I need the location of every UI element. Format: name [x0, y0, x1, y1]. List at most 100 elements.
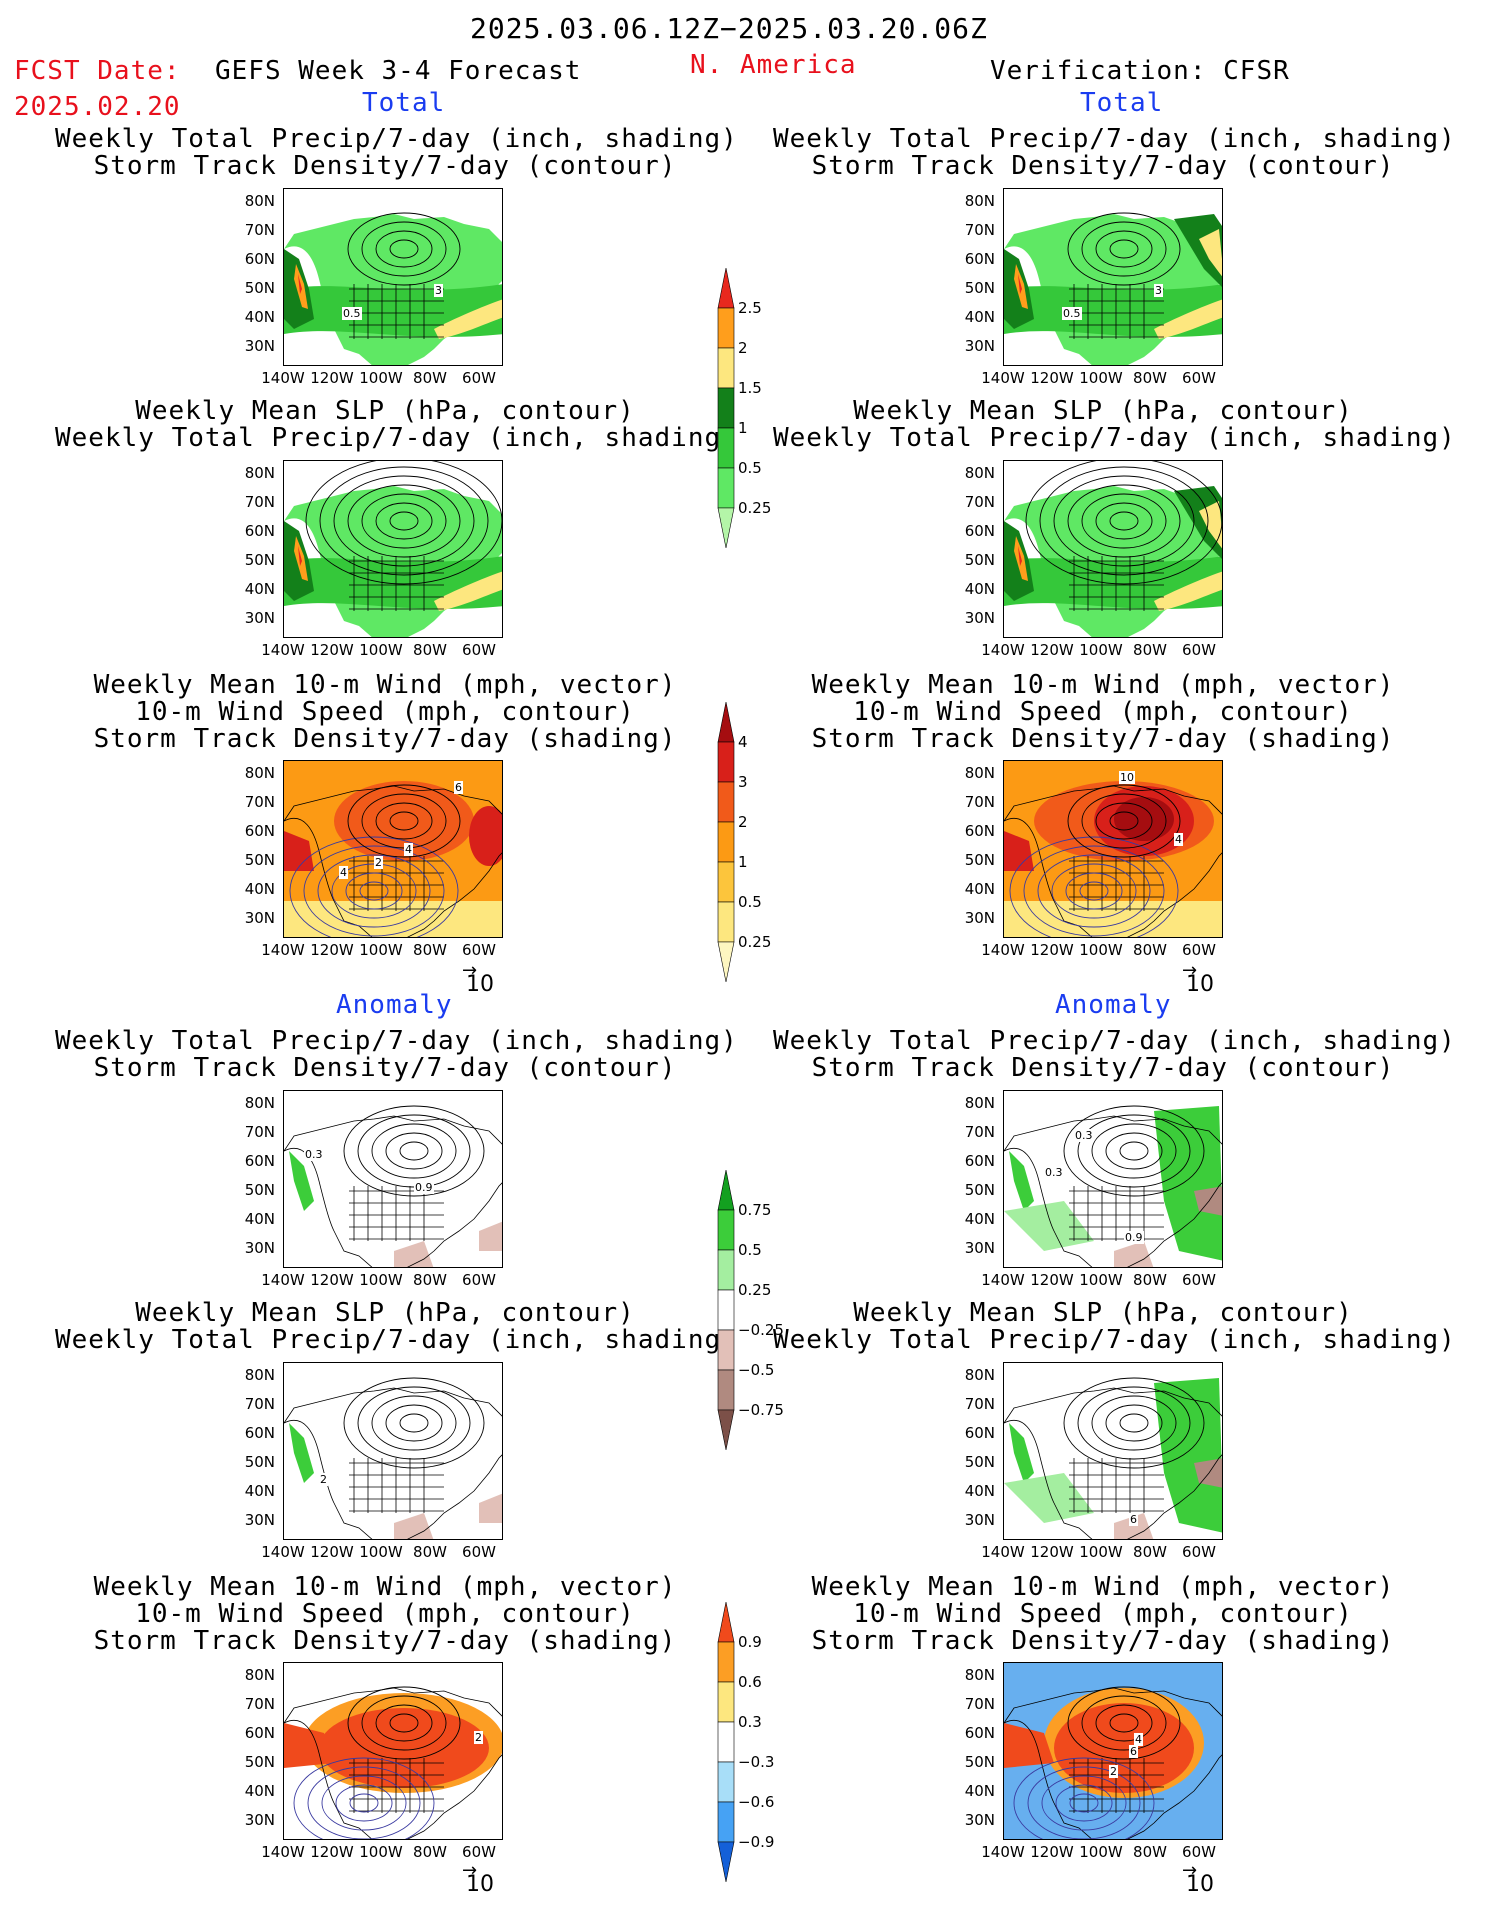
lat-tick-label: 70N	[964, 1695, 995, 1713]
lat-tick-label: 60N	[964, 1724, 995, 1742]
lon-tick-label: 140W	[261, 369, 305, 387]
panel-title-line: Storm Track Density/7-day (contour)	[811, 1053, 1395, 1083]
lat-tick-label: 60N	[244, 822, 275, 840]
colorbar-1	[717, 268, 735, 549]
map-panel-r-1: 0.5 3	[1003, 188, 1223, 366]
lon-tick-label: 80W	[413, 369, 447, 387]
lat-tick-label: 50N	[964, 1453, 995, 1471]
lat-tick-label: 60N	[964, 1152, 995, 1170]
lon-tick-label: 120W	[1030, 1271, 1074, 1289]
lon-tick-label: 100W	[359, 1271, 403, 1289]
panel-title-line: Weekly Mean 10-m Wind (mph, vector)	[811, 1572, 1395, 1602]
colorbar-tick-label: 1	[738, 853, 748, 871]
colorbar-tick-label: −0.9	[738, 1833, 775, 1851]
contour-label: 4	[339, 866, 348, 879]
lon-tick-label: 60W	[1182, 941, 1216, 959]
lat-tick-label: 60N	[964, 522, 995, 540]
lat-tick-label: 30N	[244, 1511, 275, 1529]
colorbar-tick-label: −0.5	[738, 1361, 775, 1379]
vector-ref-3: → 10	[462, 1860, 494, 1897]
contour-label: 10	[1119, 771, 1135, 784]
lon-tick-label: 80W	[1133, 1271, 1167, 1289]
panel-title-line: 10-m Wind Speed (mph, contour)	[135, 697, 635, 727]
lat-tick-label: 30N	[244, 909, 275, 927]
lat-tick-label: 30N	[244, 1239, 275, 1257]
panel-title-line: Weekly Mean SLP (hPa, contour)	[135, 1298, 635, 1328]
contour-label: 2	[319, 1473, 328, 1486]
lon-tick-label: 60W	[462, 369, 496, 387]
contour-label: 3	[434, 284, 443, 297]
colorbar-3	[717, 1170, 735, 1451]
contour-label: 2	[1109, 1765, 1118, 1778]
panel-title-line: Weekly Mean SLP (hPa, contour)	[853, 1298, 1353, 1328]
lon-tick-label: 60W	[1182, 1543, 1216, 1561]
lat-tick-label: 50N	[244, 1181, 275, 1199]
map-panel-r-3: 10 4	[1003, 760, 1223, 938]
lon-tick-label: 120W	[1030, 1843, 1074, 1861]
lat-tick-label: 30N	[964, 1239, 995, 1257]
contour-label: 4	[1134, 1733, 1143, 1746]
lon-tick-label: 120W	[310, 1271, 354, 1289]
colorbar-tick-label: 0.9	[738, 1633, 762, 1651]
lon-tick-label: 100W	[359, 941, 403, 959]
lat-tick-label: 70N	[964, 493, 995, 511]
lat-tick-label: 80N	[244, 1366, 275, 1384]
lon-tick-label: 140W	[981, 369, 1025, 387]
lon-tick-label: 60W	[1182, 641, 1216, 659]
panel-title-line: Weekly Mean 10-m Wind (mph, vector)	[93, 670, 677, 700]
lat-tick-label: 50N	[964, 1181, 995, 1199]
map-drawing	[284, 461, 502, 637]
lat-tick-label: 60N	[244, 1724, 275, 1742]
colorbar-tick-label: 2	[738, 339, 748, 357]
lat-tick-label: 80N	[964, 1666, 995, 1684]
lat-tick-label: 40N	[964, 880, 995, 898]
lat-tick-label: 70N	[964, 793, 995, 811]
lon-tick-label: 100W	[359, 1843, 403, 1861]
lat-tick-label: 60N	[964, 822, 995, 840]
fcst-date-label: FCST Date:	[14, 56, 181, 86]
panel-title-line: Weekly Total Precip/7-day (inch, shading…	[55, 124, 738, 154]
lon-tick-label: 60W	[462, 641, 496, 659]
colorbar-tick-label: 0.75	[738, 1201, 772, 1219]
lat-tick-label: 50N	[244, 551, 275, 569]
contour-label: 0.3	[1074, 1129, 1094, 1142]
colorbar-tick-label: 3	[738, 773, 748, 791]
lat-tick-label: 70N	[244, 221, 275, 239]
map-drawing	[1004, 1663, 1222, 1839]
map-panel-r-2	[1003, 460, 1223, 638]
lon-tick-label: 60W	[1182, 369, 1216, 387]
lat-tick-label: 40N	[244, 880, 275, 898]
lat-tick-label: 30N	[964, 1511, 995, 1529]
colorbar-tick-label: −0.75	[738, 1401, 784, 1419]
map-drawing	[284, 1663, 502, 1839]
colorbar-tick-label: 0.5	[738, 893, 762, 911]
lon-tick-label: 100W	[1079, 1843, 1123, 1861]
lon-tick-label: 60W	[1182, 1843, 1216, 1861]
panel-title-line: Weekly Total Precip/7-day (inch, shading…	[55, 1325, 738, 1355]
lon-tick-label: 80W	[1133, 1543, 1167, 1561]
map-drawing	[1004, 212, 1222, 365]
lat-tick-label: 70N	[244, 1395, 275, 1413]
map-panel-l-3: 2 4 4 6	[283, 760, 503, 938]
lat-tick-label: 80N	[964, 1366, 995, 1384]
lat-tick-label: 50N	[244, 1753, 275, 1771]
contour-label: 2	[374, 856, 383, 869]
lon-tick-label: 100W	[1079, 941, 1123, 959]
lat-tick-label: 40N	[244, 308, 275, 326]
lat-tick-label: 60N	[244, 522, 275, 540]
lon-tick-label: 80W	[413, 1843, 447, 1861]
panel-title-line: 10-m Wind Speed (mph, contour)	[853, 1599, 1353, 1629]
colorbar-tick-label: 0.3	[738, 1713, 762, 1731]
contour-label: 0.3	[1044, 1166, 1064, 1179]
colorbar-tick-label: 0.6	[738, 1673, 762, 1691]
map-drawing	[284, 1363, 502, 1539]
lat-tick-label: 40N	[964, 580, 995, 598]
contour-label: 0.9	[1124, 1231, 1144, 1244]
panel-title-line: Weekly Mean SLP (hPa, contour)	[135, 396, 635, 426]
colorbar-tick-label: −0.6	[738, 1793, 775, 1811]
lat-tick-label: 60N	[244, 1424, 275, 1442]
lon-tick-label: 140W	[261, 941, 305, 959]
map-drawing	[1004, 761, 1222, 937]
contour-label: 0.3	[304, 1148, 324, 1161]
lon-tick-label: 120W	[1030, 641, 1074, 659]
